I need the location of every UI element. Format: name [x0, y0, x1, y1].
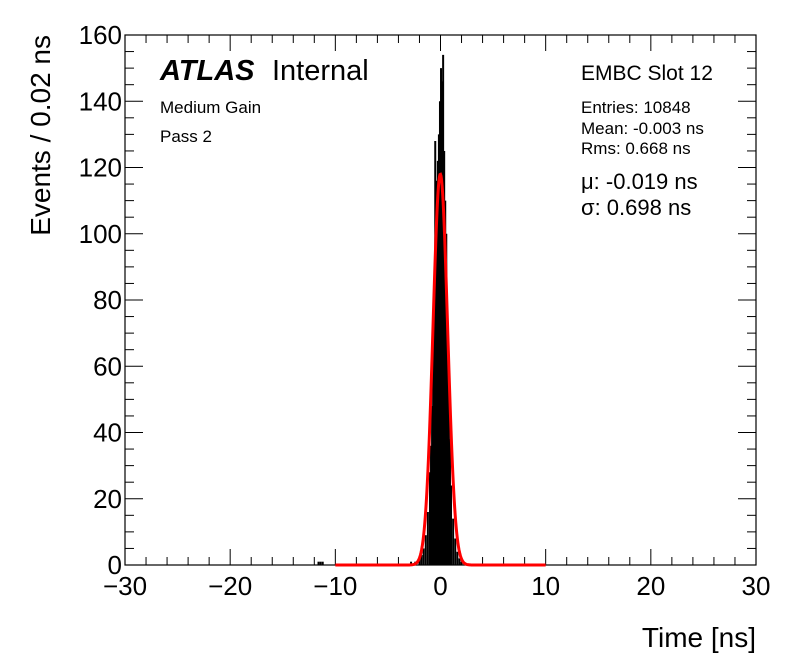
fit-sigma: σ: 0.698 ns — [581, 195, 691, 220]
x-tick-label: 10 — [531, 571, 560, 601]
x-tick-label: −20 — [208, 571, 252, 601]
x-tick-label: −10 — [313, 571, 357, 601]
x-tick-label: 0 — [433, 571, 447, 601]
y-tick-label: 40 — [93, 418, 122, 448]
y-tick-label: 140 — [79, 86, 122, 116]
x-tick-label: 20 — [636, 571, 665, 601]
axis-ticks — [124, 34, 757, 566]
y-tick-label: 20 — [93, 484, 122, 514]
y-tick-label: 120 — [79, 153, 122, 183]
x-tick-label: 30 — [742, 571, 771, 601]
histogram-series — [317, 54, 463, 565]
atlas-sublabel: Internal — [272, 55, 369, 87]
y-tick-label: 60 — [93, 351, 122, 381]
gain-label: Medium Gain — [160, 98, 261, 117]
y-tick-label: 100 — [79, 219, 122, 249]
x-tick-label: −30 — [103, 571, 147, 601]
stat-entries: Entries: 10848 — [581, 98, 691, 117]
x-axis-label: Time [ns] — [642, 622, 756, 653]
y-tick-labels: 0 20 40 60 80 100 120 140 160 — [79, 20, 122, 580]
channel-label: EMBC Slot 12 — [581, 62, 713, 85]
fit-mu: μ: -0.019 ns — [581, 169, 698, 194]
y-tick-label: 160 — [79, 20, 122, 50]
y-tick-label: 80 — [93, 285, 122, 315]
pass-label: Pass 2 — [160, 127, 212, 146]
x-tick-labels: −30 −20 −10 0 10 20 30 — [103, 571, 771, 601]
atlas-label: ATLAS — [159, 55, 255, 87]
stat-mean: Mean: -0.003 ns — [581, 119, 704, 138]
y-axis-label: Events / 0.02 ns — [25, 35, 56, 236]
y-tick-label: 0 — [108, 550, 122, 580]
gaussian-fit-curve — [335, 172, 546, 567]
stat-rms: Rms: 0.668 ns — [581, 139, 691, 158]
